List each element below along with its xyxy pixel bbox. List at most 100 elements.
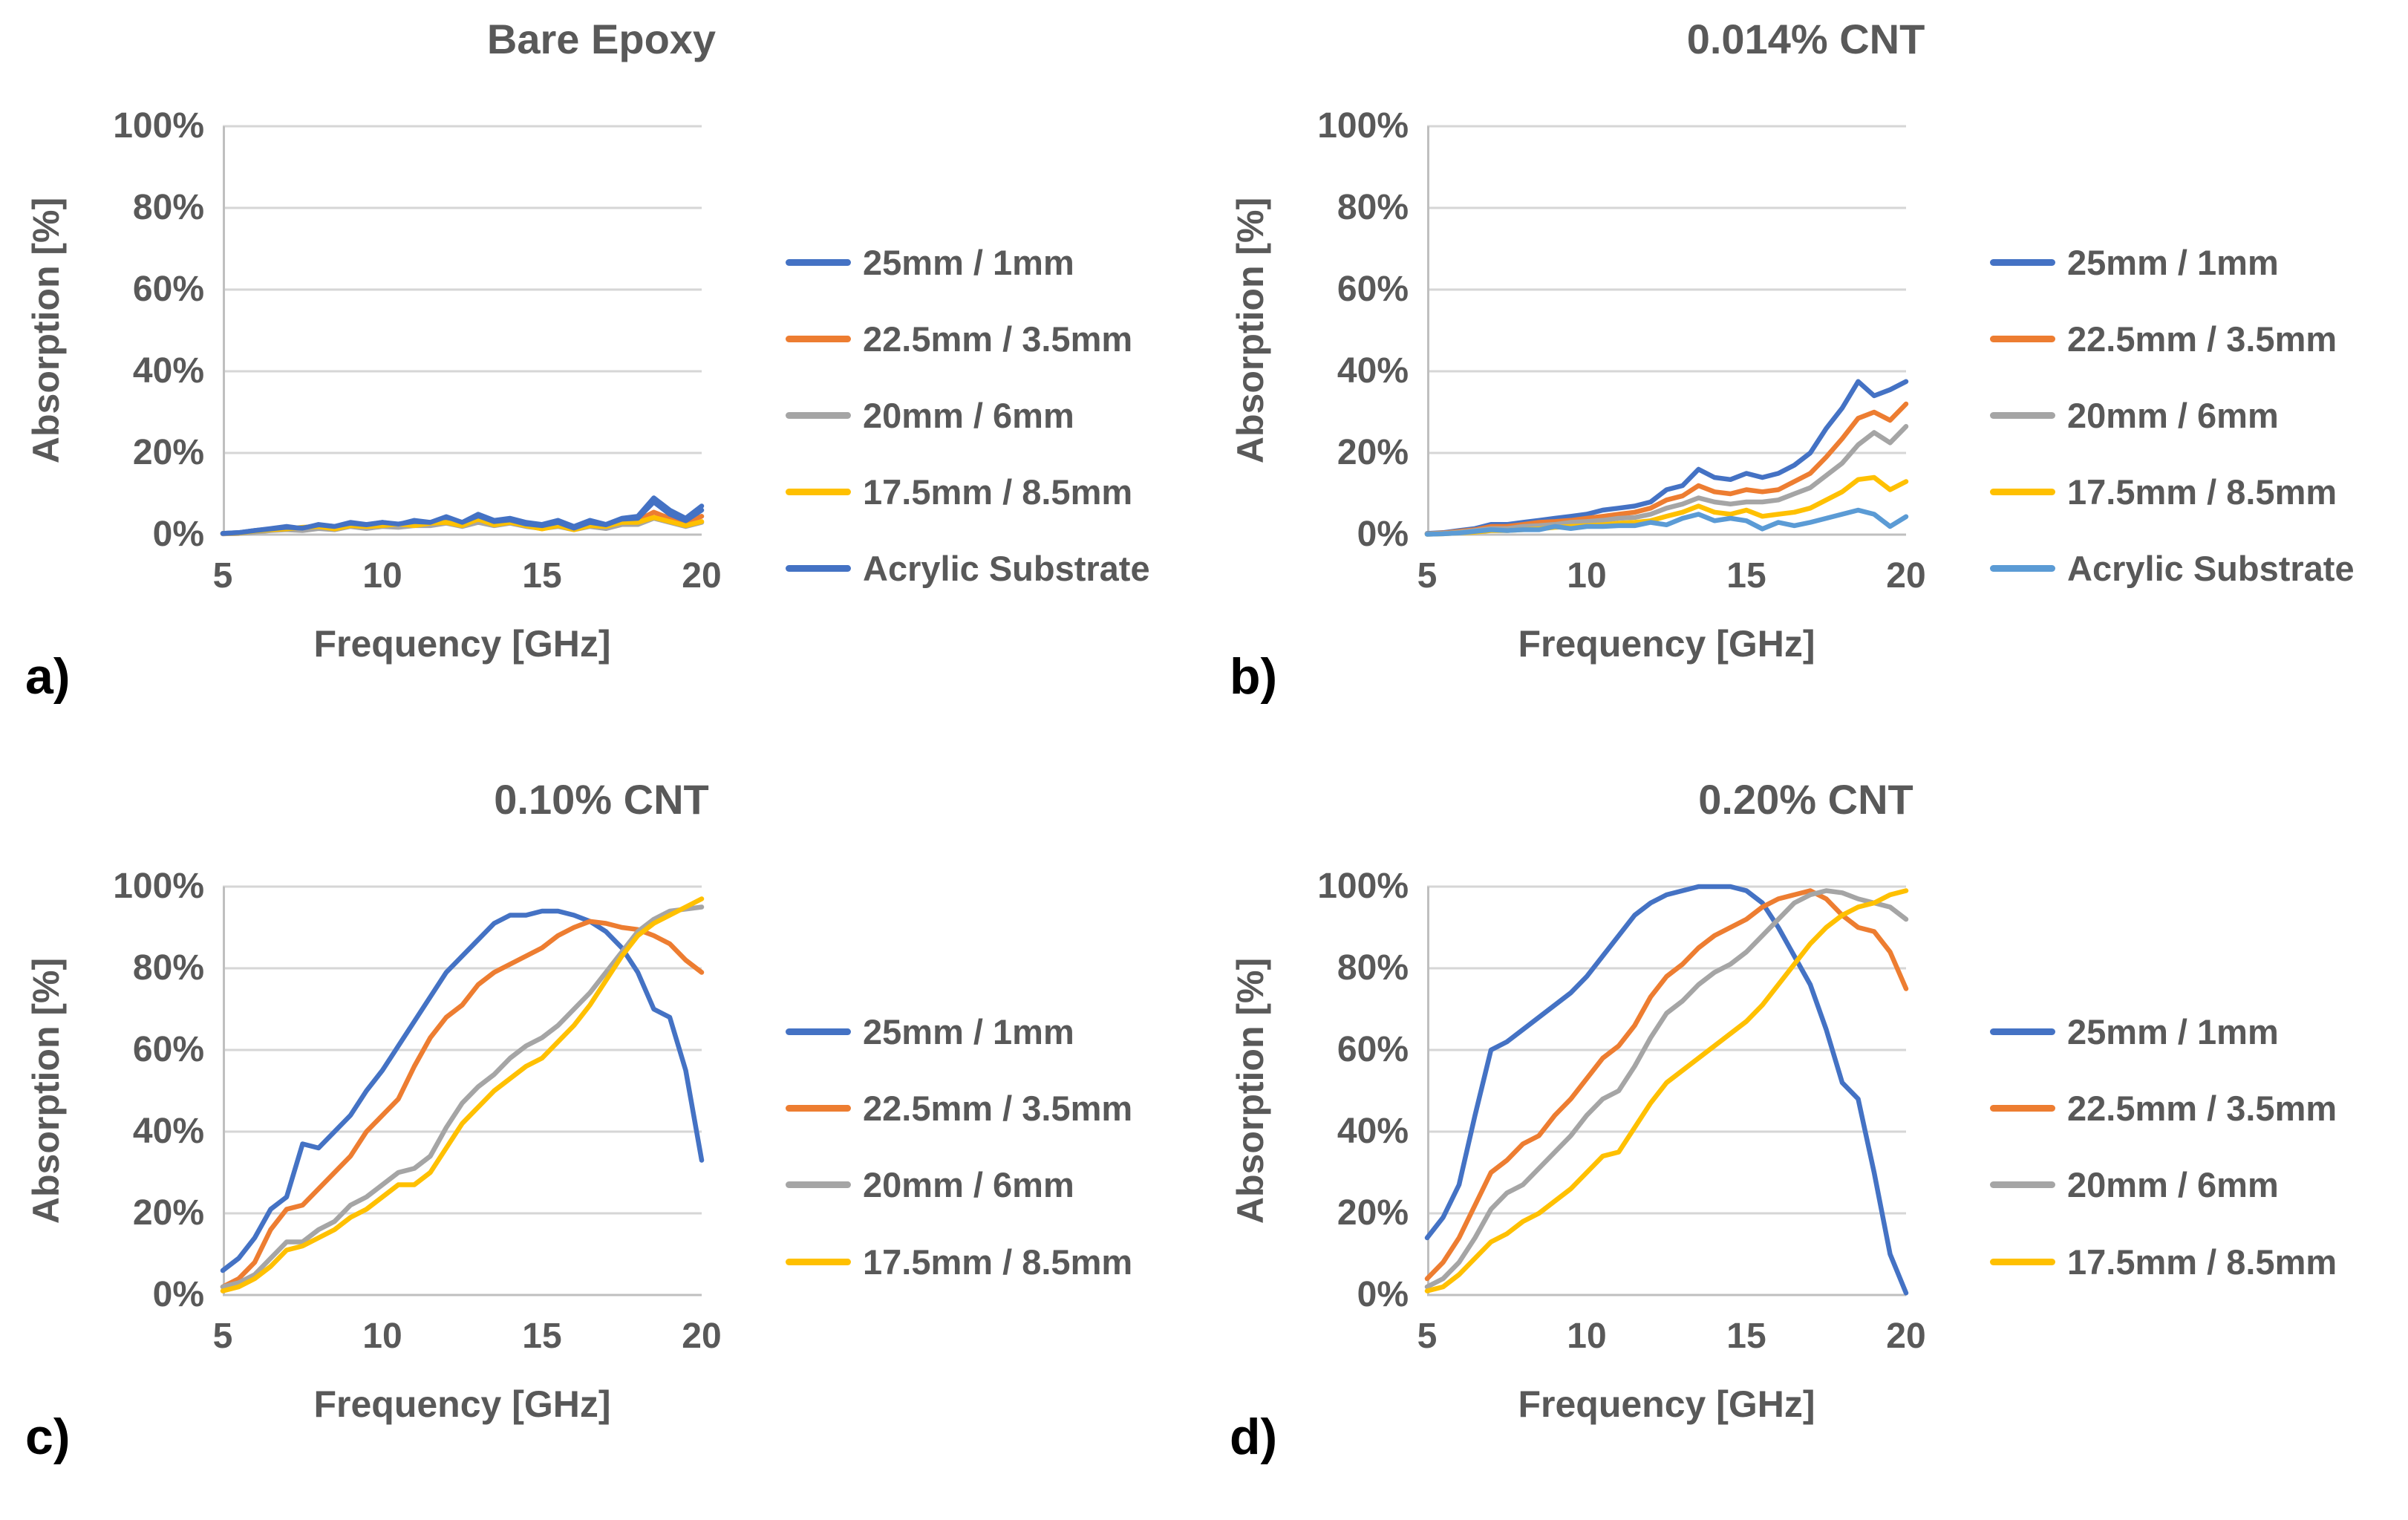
y-tick-label: 100%	[1317, 106, 1409, 146]
plot-area	[220, 125, 705, 537]
legend-swatch	[1990, 412, 2055, 419]
legend-swatch	[786, 489, 851, 495]
panel-letter: b)	[1230, 648, 1278, 705]
x-tick-label: 15	[522, 556, 562, 596]
legend-label: 17.5mm / 8.5mm	[2067, 1242, 2337, 1282]
series-line	[220, 919, 705, 1290]
legend-label: 22.5mm / 3.5mm	[2067, 319, 2337, 359]
y-tick-label: 80%	[132, 948, 204, 988]
legend-label: 25mm / 1mm	[2067, 1012, 2279, 1051]
chart-title: 0.20% CNT	[1698, 776, 1913, 823]
y-axis-title: Absorption [%]	[1230, 957, 1271, 1224]
legend-label: 22.5mm / 3.5mm	[863, 319, 1133, 359]
y-tick-label: 60%	[132, 270, 204, 309]
x-tick-label: 20	[682, 556, 722, 596]
y-tick-label: 100%	[113, 867, 204, 906]
chart-title: Bare Epoxy	[486, 16, 717, 62]
y-tick-label: 60%	[1337, 270, 1409, 309]
y-tick-label: 80%	[132, 188, 204, 227]
panel-d: 0.20% CNT Absorption [%] 100% 80% 60% 40% 20…	[1204, 760, 2408, 1520]
legend-swatch	[786, 565, 851, 572]
plot-area	[1424, 884, 1909, 1296]
x-axis-title: Frequency [GHz]	[1518, 1383, 1815, 1425]
legend-swatch	[786, 1259, 851, 1265]
legend-swatch	[1990, 1105, 2055, 1112]
x-tick-label: 15	[1726, 556, 1766, 596]
legend-swatch	[786, 412, 851, 419]
legend-label: 25mm / 1mm	[863, 243, 1074, 282]
y-tick-label: 100%	[1317, 867, 1409, 906]
x-tick-label: 10	[362, 556, 402, 596]
x-tick-label: 5	[1417, 556, 1438, 596]
panel-c: 0.10% CNT Absorption [%] 100% 80% 60% 40% 20…	[0, 760, 1204, 1520]
x-tick-label: 20	[682, 1317, 722, 1356]
series-line	[220, 904, 705, 1290]
x-axis-title: Frequency [GHz]	[313, 1383, 611, 1425]
y-tick-label: 60%	[132, 1030, 204, 1069]
legend-label: 22.5mm / 3.5mm	[863, 1089, 1133, 1128]
plot-area	[1424, 125, 1909, 537]
series-line	[1424, 888, 1909, 1290]
legend-swatch	[1990, 489, 2055, 495]
legend-label: 17.5mm / 8.5mm	[2067, 472, 2337, 512]
x-tick-label: 10	[362, 1317, 402, 1356]
legend-label: 22.5mm / 3.5mm	[2067, 1089, 2337, 1128]
y-tick-label: 40%	[132, 351, 204, 391]
panel-letter: c)	[25, 1409, 71, 1465]
panel-a: Bare Epoxy Absorption [%] 100% 80% 60% 40% 2…	[0, 0, 1204, 760]
series-line	[220, 499, 705, 536]
legend-swatch	[786, 1105, 851, 1112]
x-tick-label: 5	[212, 1317, 233, 1356]
series-line	[220, 908, 705, 1273]
y-tick-label: 80%	[1337, 188, 1409, 227]
y-tick-label: 0%	[1357, 515, 1409, 554]
legend-label: 17.5mm / 8.5mm	[863, 1242, 1133, 1282]
legend-swatch	[1990, 336, 2055, 342]
y-axis-title: Absorption [%]	[25, 197, 67, 464]
series-line	[1424, 888, 1909, 1282]
legend-label: 17.5mm / 8.5mm	[863, 472, 1133, 512]
x-tick-label: 5	[1417, 1317, 1438, 1356]
legend-swatch	[786, 1181, 851, 1188]
legend-swatch	[786, 259, 851, 266]
legend-swatch	[1990, 1181, 2055, 1188]
y-tick-label: 20%	[132, 1193, 204, 1233]
x-axis-title: Frequency [GHz]	[313, 623, 611, 665]
x-tick-label: 20	[1886, 556, 1926, 596]
y-axis-title: Absorption [%]	[25, 957, 67, 1224]
x-tick-label: 20	[1886, 1317, 1926, 1356]
y-tick-label: 40%	[1337, 351, 1409, 391]
chart-title: 0.014% CNT	[1686, 16, 1925, 62]
legend-swatch	[786, 1028, 851, 1035]
legend-swatch	[1990, 1259, 2055, 1265]
y-tick-label: 40%	[132, 1112, 204, 1151]
chart-title: 0.10% CNT	[494, 776, 709, 823]
y-tick-label: 20%	[1337, 433, 1409, 472]
x-tick-label: 15	[1726, 1317, 1766, 1356]
x-tick-label: 15	[522, 1317, 562, 1356]
legend-swatch	[786, 336, 851, 342]
series-line	[220, 896, 705, 1294]
y-tick-label: 40%	[1337, 1112, 1409, 1151]
legend-label: Acrylic Substrate	[2067, 549, 2355, 588]
x-tick-label: 5	[212, 556, 233, 596]
y-tick-label: 0%	[1357, 1275, 1409, 1314]
y-tick-label: 60%	[1337, 1030, 1409, 1069]
panel-letter: a)	[25, 648, 71, 705]
plot-area	[220, 885, 705, 1296]
legend-label: Acrylic Substrate	[863, 549, 1150, 588]
x-tick-label: 10	[1567, 1317, 1607, 1356]
legend-label: 20mm / 6mm	[2067, 396, 2279, 435]
panel-letter: d)	[1230, 1409, 1278, 1465]
legend-label: 25mm / 1mm	[863, 1012, 1074, 1051]
legend-label: 20mm / 6mm	[2067, 1165, 2279, 1204]
legend-swatch	[1990, 565, 2055, 572]
y-tick-label: 100%	[113, 106, 204, 146]
legend-swatch	[1990, 1028, 2055, 1035]
series-line	[1424, 888, 1909, 1294]
y-tick-label: 0%	[152, 1275, 204, 1314]
x-tick-label: 10	[1567, 556, 1607, 596]
legend-label: 20mm / 6mm	[863, 396, 1074, 435]
y-axis-title: Absorption [%]	[1230, 197, 1271, 464]
